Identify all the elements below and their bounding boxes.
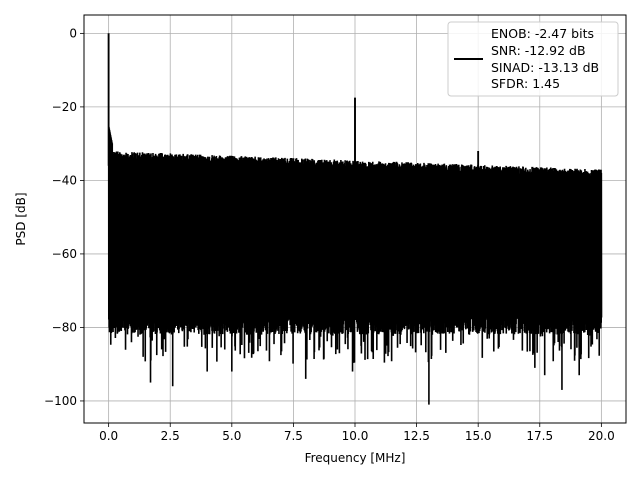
x-tick-label: 7.5 [284,429,303,443]
y-tick-label: −40 [52,173,77,187]
y-tick-label: −100 [44,394,77,408]
y-tick-label: −20 [52,100,77,114]
axis-ticks: 0.0 2.5 5.0 7.5 10.0 12.5 15.0 17.5 20.0 0 −20 −40 −… [44,26,615,443]
x-axis-label: Frequency [MHz] [305,451,406,465]
x-tick-label: 20.0 [588,429,615,443]
legend: ENOB: -2.47 bits SNR: -12.92 dB SINAD: -… [447,21,619,97]
x-tick-label: 12.5 [403,429,430,443]
legend-sfdr: SFDR: 1.45 [491,76,560,91]
x-tick-label: 5.0 [222,429,241,443]
x-tick-label: 17.5 [526,429,553,443]
x-tick-label: 15.0 [465,429,492,443]
y-tick-label: 0 [69,26,77,40]
legend-snr: SNR: -12.92 dB [491,43,586,58]
legend-sinad: SINAD: -13.13 dB [491,60,599,75]
legend-box [447,21,619,97]
x-tick-label: 2.5 [161,429,180,443]
y-tick-label: −60 [52,247,77,261]
y-axis-label: PSD [dB] [14,192,28,245]
legend-enob: ENOB: -2.47 bits [491,26,594,41]
x-tick-label: 0.0 [99,429,118,443]
psd-trace [107,33,603,364]
psd-series [107,33,603,405]
x-tick-label: 10.0 [342,429,369,443]
y-tick-label: −80 [52,320,77,334]
